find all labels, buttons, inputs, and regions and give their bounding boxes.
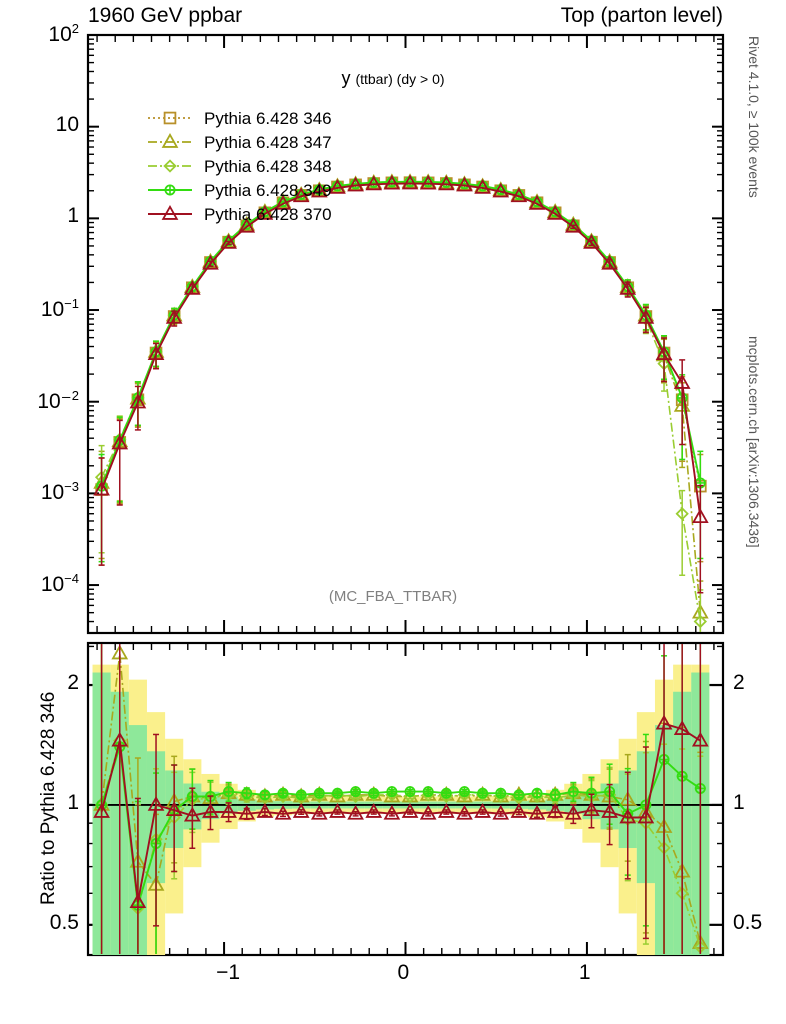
- side-note-top: Rivet 4.1.0, ≥ 100k events: [746, 36, 762, 198]
- y-tick-10⁻²: 10⁻2: [37, 387, 79, 413]
- legend-label: Pythia 6.428 370: [204, 205, 332, 224]
- legend-entry-0[interactable]: Pythia 6.428 346: [148, 109, 332, 128]
- y-tick-1: 1: [67, 204, 79, 228]
- legend-entry-4[interactable]: Pythia 6.428 370: [148, 205, 332, 224]
- ratio-axis-label: Ratio to Pythia 6.428 346: [38, 691, 59, 905]
- x-tick-0: 0: [397, 961, 410, 984]
- series-pythia-6.428-370: [93, 174, 709, 594]
- plot-title-main: y: [341, 68, 351, 88]
- ratio-y-tick-left-1: 1: [67, 790, 79, 814]
- x-tick-1: 1: [578, 961, 591, 984]
- y-tick-10⁻³: 10−3: [40, 479, 79, 505]
- legend-label: Pythia 6.428 349: [204, 181, 332, 200]
- watermark: (MC_FBA_TTBAR): [328, 588, 458, 605]
- legend-entry-3[interactable]: Pythia 6.428 349: [148, 181, 332, 200]
- header-left: 1960 GeV ppbar: [88, 4, 243, 27]
- legend-label: Pythia 6.428 348: [204, 157, 332, 176]
- series-pythia-6.428-346: [95, 176, 707, 566]
- plot-title: y (ttbar) (dy > 0): [0, 68, 786, 89]
- y-tick-10: 10: [55, 112, 79, 136]
- legend-label: Pythia 6.428 347: [204, 133, 332, 152]
- x-tick-−1: −1: [216, 961, 241, 984]
- legend-entry-1[interactable]: Pythia 6.428 347: [148, 133, 332, 152]
- legend-entry-2[interactable]: Pythia 6.428 348: [148, 157, 332, 176]
- main-plot-series: [93, 173, 709, 632]
- ratio-y-tick-right-0.5: 0.5: [733, 910, 763, 934]
- plot-title-sub: (ttbar) (dy > 0): [355, 71, 445, 87]
- ratio-y-tick-right-2: 2: [733, 671, 745, 695]
- side-note-bottom: mcplots.cern.ch [arXiv:1306.3436]: [746, 336, 762, 548]
- series-pythia-6.428-370: [93, 644, 709, 954]
- legend-label: Pythia 6.428 346: [204, 109, 332, 128]
- ratio-y-tick-left-0.5: 0.5: [49, 910, 79, 934]
- series-pythia-6.428-347: [93, 173, 709, 632]
- ratio-y-tick-right-1: 1: [733, 790, 745, 814]
- y-tick-10⁻¹: 10−1: [40, 296, 79, 322]
- y-tick-10⁻⁴: 10−4: [40, 571, 79, 597]
- series-pythia-6.428-349: [96, 176, 706, 563]
- ratio-y-tick-left-2: 2: [67, 671, 79, 695]
- series-pythia-6.428-348: [94, 175, 707, 632]
- ratio-plot-series: [93, 644, 709, 954]
- header-right: Top (parton level): [560, 4, 723, 27]
- y-tick-10²: 102: [48, 21, 79, 46]
